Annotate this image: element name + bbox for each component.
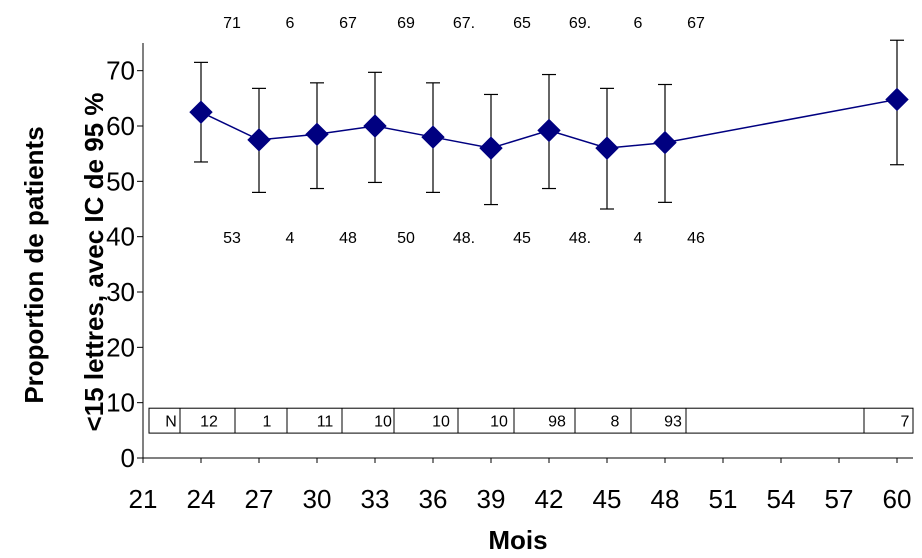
patient-count-box — [148, 407, 914, 434]
y-tick-label: 50 — [106, 166, 135, 196]
patient-count-label: 10 — [374, 414, 392, 431]
x-tick-label: 54 — [767, 484, 796, 514]
x-tick-label: 51 — [709, 484, 738, 514]
y-tick-label: 60 — [106, 111, 135, 141]
patient-count-label: 7 — [901, 414, 910, 431]
x-tick-label: 30 — [303, 484, 332, 514]
x-tick-label: 27 — [245, 484, 274, 514]
series-line — [200, 98, 898, 149]
ci-upper-label: 6 — [286, 15, 295, 32]
ci-upper-label: 6 — [634, 15, 643, 32]
y-tick-label: 40 — [106, 222, 135, 252]
data-point-diamond — [595, 136, 619, 160]
ci-lower-label: 4 — [286, 230, 295, 247]
x-tick-label: 60 — [883, 484, 912, 514]
ci-lower-label: 48. — [569, 230, 591, 247]
ci-lower-label: 46 — [687, 230, 705, 247]
y-tick-label: 20 — [106, 332, 135, 362]
patient-count-header: N — [165, 414, 177, 431]
data-point-diamond — [537, 118, 561, 143]
x-axis-title: Mois — [488, 525, 547, 555]
ci-upper-label: 69 — [397, 15, 415, 32]
y-tick-label: 30 — [106, 277, 135, 307]
data-point-diamond — [479, 136, 503, 160]
ci-upper-label: 71 — [223, 15, 241, 32]
patient-count-label: 11 — [317, 414, 334, 431]
ci-upper-label: 65 — [513, 15, 531, 32]
x-tick-label: 48 — [651, 484, 680, 514]
patient-count-label: 93 — [664, 414, 682, 431]
data-point-diamond — [653, 130, 677, 155]
ci-lower-label: 50 — [397, 230, 415, 247]
patient-count-row: N 12 1 11 10 10 10 98 8 93 7 — [148, 407, 914, 434]
ci-upper-label: 69. — [569, 15, 591, 32]
data-point-diamond — [305, 122, 329, 147]
data-point-diamond — [885, 87, 909, 112]
x-tick-label: 42 — [535, 484, 564, 514]
y-axis-title-line2: <15 lettres, avec IC de 95 % — [79, 93, 109, 432]
data-point-diamond — [363, 114, 387, 138]
x-tick-label: 45 — [593, 484, 622, 514]
y-tick-label: 70 — [106, 56, 135, 86]
y-axis-title-line1: Proportion de patients — [19, 126, 49, 403]
data-series — [189, 87, 909, 160]
y-tick-label: 10 — [106, 388, 135, 418]
x-tick-label: 33 — [361, 484, 390, 514]
x-tick-label: 36 — [419, 484, 448, 514]
ci-upper-label: 67 — [339, 15, 357, 32]
ci-lower-label: 48. — [453, 230, 475, 247]
ci-lower-label: 4 — [634, 230, 643, 247]
x-tick-label: 24 — [187, 484, 216, 514]
x-tick-label: 57 — [825, 484, 854, 514]
patient-count-label: 12 — [200, 414, 218, 431]
patient-count-label: 10 — [490, 414, 508, 431]
patient-count-label: 1 — [263, 414, 272, 431]
ci-lower-label: 45 — [513, 230, 531, 247]
x-tick-label: 21 — [129, 484, 158, 514]
ci-upper-label: 67 — [687, 15, 705, 32]
y-tick-label: 0 — [121, 443, 135, 473]
x-tick-label: 39 — [477, 484, 506, 514]
ci-upper-label: 67. — [453, 15, 475, 32]
ci-lower-label: 53 — [223, 230, 241, 247]
ci-lower-label: 48 — [339, 230, 357, 247]
patient-count-label: 8 — [611, 414, 620, 431]
data-point-diamond — [189, 100, 213, 124]
patient-count-label: 10 — [432, 414, 450, 431]
data-point-diamond — [421, 125, 445, 149]
data-point-diamond — [247, 128, 271, 152]
patient-count-label: 98 — [548, 414, 566, 431]
